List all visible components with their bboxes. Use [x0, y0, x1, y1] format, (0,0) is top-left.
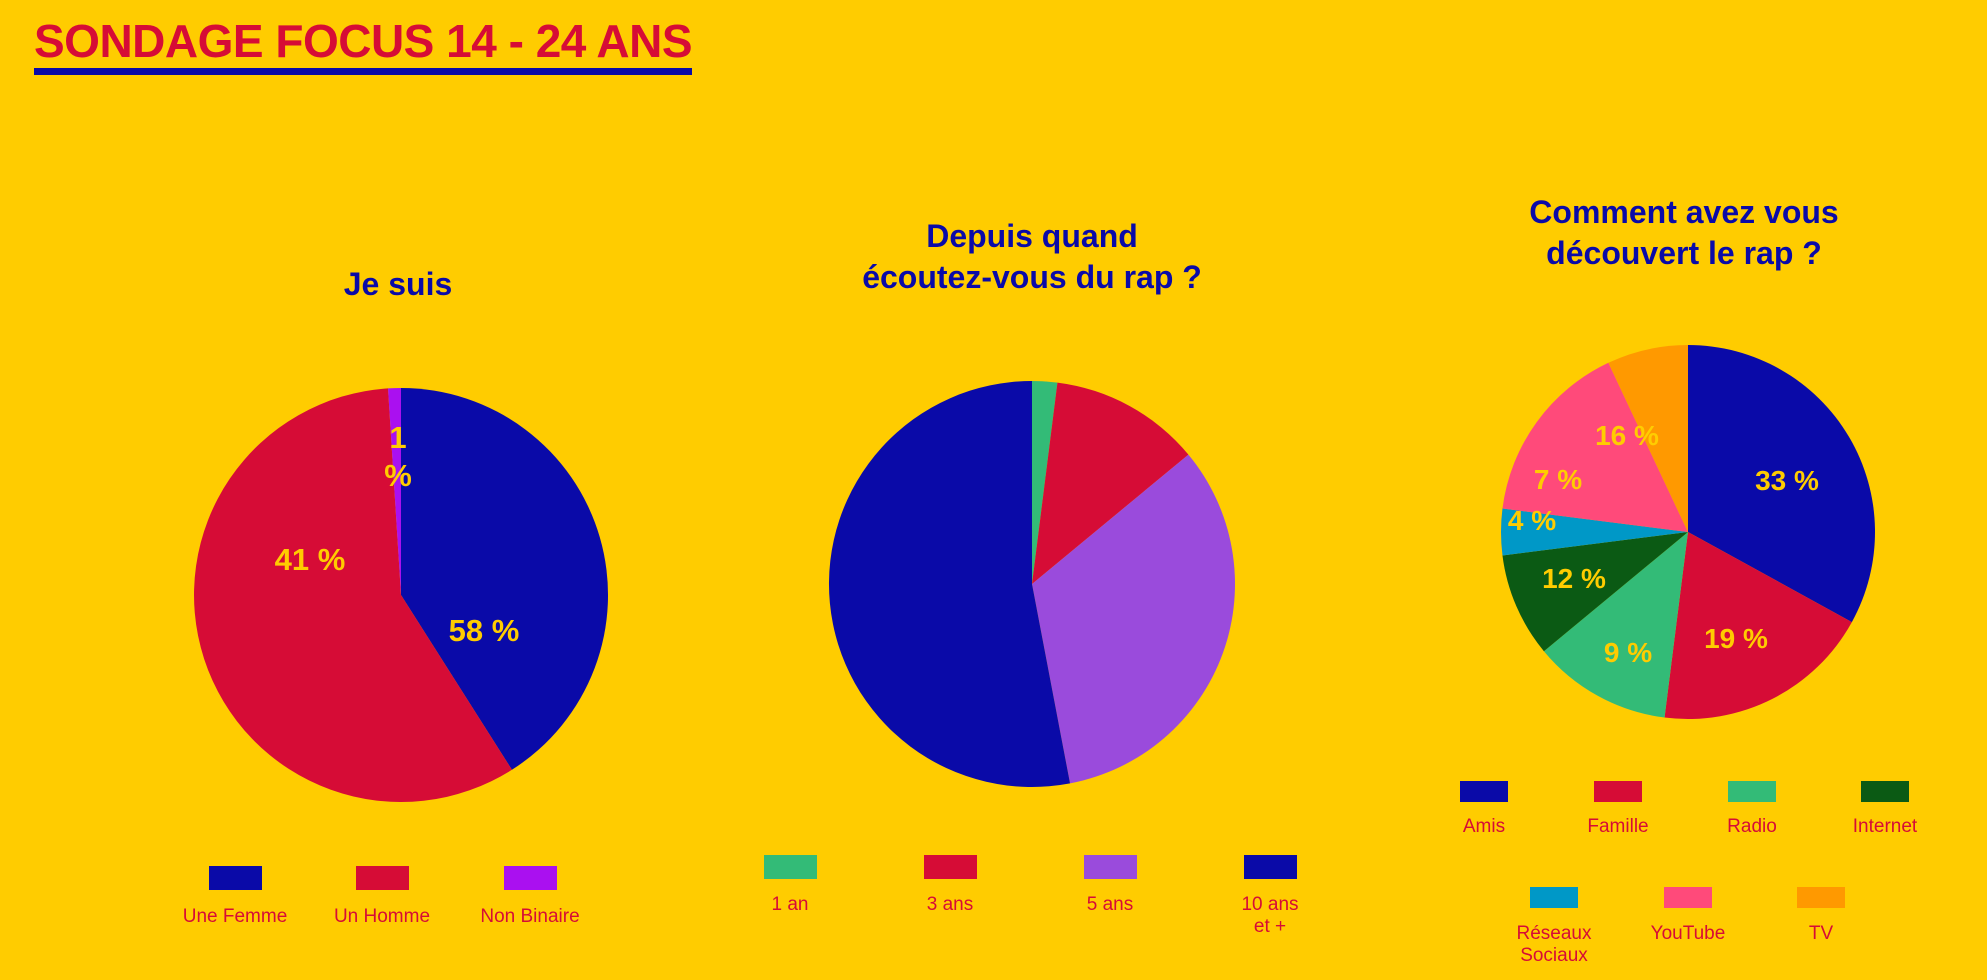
legend-swatch — [355, 866, 409, 890]
legend-label: Famille — [1587, 816, 1649, 837]
data-label-youtube: 16 % — [1595, 420, 1659, 451]
pie-slice-amis — [1688, 345, 1876, 623]
legend-swatch — [1728, 781, 1776, 802]
legend-item-amis: Amis — [1414, 781, 1554, 838]
legend-swatch — [503, 866, 557, 890]
legend-item-youtube: YouTube — [1618, 887, 1758, 945]
legend-item-1-an: 1 an — [720, 855, 860, 916]
legend-label: 5 ans — [1086, 894, 1134, 915]
data-label-internet: 9 % — [1604, 637, 1652, 668]
legend-swatch — [1460, 781, 1508, 802]
legend-swatch — [1797, 887, 1845, 908]
data-label-une-femme: 41 % — [275, 542, 346, 577]
pie-slice-un-homme — [194, 388, 512, 803]
legend-label: TV — [1808, 923, 1834, 944]
legend-label: Un Homme — [333, 906, 431, 927]
legend-item-internet: Internet — [1815, 781, 1955, 838]
legend-label: 1 an — [771, 894, 809, 915]
legend-label: Amis — [1462, 816, 1506, 837]
pie-slice-famille — [1664, 532, 1852, 720]
legend-label: Une Femme — [182, 906, 288, 927]
legend-item-famille: Famille — [1548, 781, 1688, 838]
legend-label: YouTube — [1650, 923, 1726, 944]
chart-title-listening-since: Depuis quand écoutez-vous du rap ? — [862, 218, 1202, 295]
pie-slice-non-binaire — [388, 388, 401, 595]
legend-label: 3 ans — [926, 894, 974, 915]
data-label-amis: 33 % — [1755, 465, 1819, 496]
legend-item-radio: Radio — [1682, 781, 1822, 838]
page-title: SONDAGE FOCUS 14 - 24 ANS — [34, 14, 693, 75]
legend-item-tv: TV — [1751, 887, 1891, 945]
legend-swatch — [1664, 887, 1712, 908]
pie-slice-une-femme — [401, 388, 609, 770]
pie-slice-10-ans-et — [828, 380, 1071, 787]
legend-swatch — [1861, 781, 1909, 802]
legend-item-non-binaire: Non Binaire — [460, 866, 600, 928]
legend-label: 10 ans et + — [1241, 894, 1299, 937]
pie-slice-radio — [1543, 532, 1688, 718]
pie-slice-internet — [1502, 532, 1688, 652]
legend-swatch — [1594, 781, 1642, 802]
pie-slice-3-ans — [1032, 382, 1189, 584]
legend-swatch — [1083, 855, 1137, 879]
legend-label: Réseaux Sociaux — [1516, 923, 1592, 966]
legend-swatch — [1243, 855, 1297, 879]
data-label-reseaux-sociaux: 4 % — [1508, 505, 1556, 536]
pie-slice-reseaux-sociaux — [1500, 508, 1688, 556]
legend-label: Radio — [1727, 816, 1777, 837]
legend-item-5-ans: 5 ans — [1040, 855, 1180, 916]
legend-swatch — [923, 855, 977, 879]
pie-slice-youtube — [1502, 362, 1688, 532]
legend-item-3-ans: 3 ans — [880, 855, 1020, 916]
legend-swatch — [763, 855, 817, 879]
chart-title-discovery: Comment avez vous découvert le rap ? — [1529, 194, 1839, 271]
legend-item-reseaux-sociaux: Réseaux Sociaux — [1484, 887, 1624, 967]
data-label-tv: 7 % — [1534, 464, 1582, 495]
legend-item-une-femme: Une Femme — [165, 866, 305, 928]
data-label-famille: 19 % — [1704, 623, 1768, 654]
chart-title-gender: Je suis — [343, 266, 453, 302]
pie-slice-5-ans — [1032, 454, 1235, 784]
data-label-non-binaire: 1% — [384, 420, 412, 493]
legend-item-un-homme: Un Homme — [312, 866, 452, 928]
data-label-un-homme: 58 % — [449, 613, 520, 648]
legend-item-10-ans-et: 10 ans et + — [1200, 855, 1340, 938]
legend-label: Internet — [1852, 816, 1918, 837]
pie-slice-tv — [1608, 345, 1688, 532]
legend-label: Non Binaire — [480, 906, 580, 927]
legend-swatch — [208, 866, 262, 890]
legend-swatch — [1530, 887, 1578, 908]
data-label-radio: 12 % — [1542, 563, 1606, 594]
pie-slice-1-an — [1032, 381, 1058, 584]
